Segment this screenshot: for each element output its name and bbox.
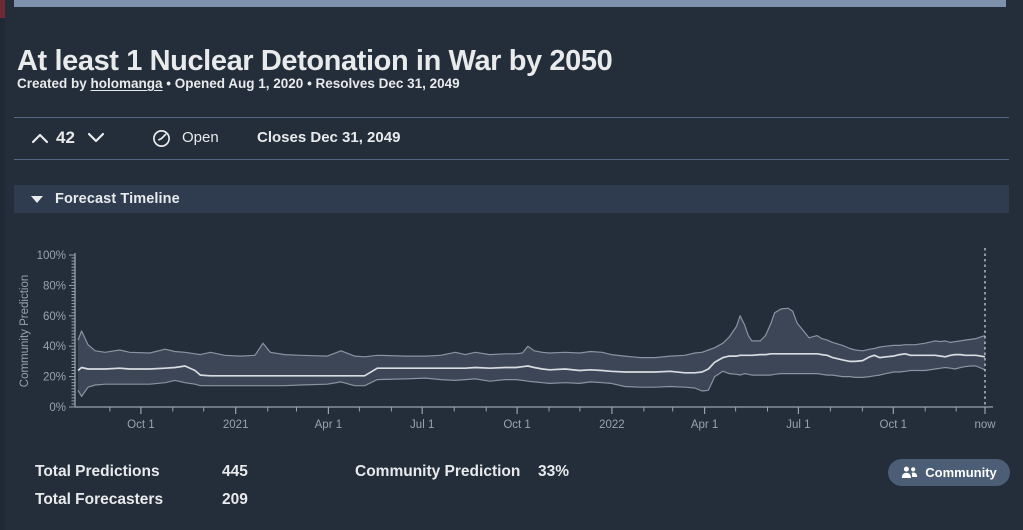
vote-up-button[interactable]: [29, 127, 51, 149]
window-left-edge: [0, 0, 5, 530]
status-badge: Open: [182, 129, 219, 146]
divider-bottom: [14, 159, 1009, 160]
corner-accent: [0, 0, 5, 18]
page-title: At least 1 Nuclear Detonation in War by …: [17, 45, 613, 78]
total-predictions-label: Total Predictions: [35, 463, 160, 480]
closes-date: Closes Dec 31, 2049: [257, 129, 401, 146]
svg-text:20%: 20%: [43, 372, 66, 384]
clock-icon: [153, 130, 170, 147]
svg-text:80%: 80%: [43, 280, 66, 292]
users-icon: [902, 466, 918, 478]
svg-text:Apr 1: Apr 1: [315, 419, 343, 431]
community-prediction-label: Community Prediction: [355, 463, 521, 480]
forecast-chart: 0% 20% 40% 60% 80% 100% Oct 1 2021 Apr 1 Jul 1 Oct…: [0, 238, 1023, 438]
author-link[interactable]: holomanga: [90, 76, 163, 91]
vote-score: 42: [56, 128, 75, 147]
triangle-down-icon: [31, 196, 43, 203]
svg-text:2022: 2022: [599, 419, 625, 431]
svg-text:Oct 1: Oct 1: [503, 419, 530, 431]
forecast-timeline-title: Forecast Timeline: [55, 191, 180, 207]
svg-text:0%: 0%: [49, 402, 66, 414]
svg-text:now: now: [974, 419, 996, 431]
ticker-row: 42 Open Closes Dec 31, 2049: [0, 118, 1023, 159]
svg-text:Apr 1: Apr 1: [691, 419, 719, 431]
svg-text:2021: 2021: [223, 419, 249, 431]
svg-text:Jul 1: Jul 1: [410, 419, 434, 431]
svg-text:60%: 60%: [43, 311, 66, 323]
total-predictions-value: 445: [222, 463, 248, 480]
byline: Created by holomanga • Opened Aug 1, 202…: [17, 76, 460, 91]
chevron-up-icon: [31, 133, 49, 144]
svg-text:40%: 40%: [43, 341, 66, 353]
svg-text:Jul 1: Jul 1: [786, 419, 810, 431]
byline-prefix: Created by: [17, 76, 91, 91]
chevron-down-icon: [87, 132, 105, 143]
svg-text:Community Prediction: Community Prediction: [19, 275, 31, 387]
svg-text:100%: 100%: [37, 250, 66, 262]
svg-text:Oct 1: Oct 1: [880, 419, 907, 431]
top-scroll-strip: [14, 0, 1006, 7]
forecast-timeline-header[interactable]: Forecast Timeline: [14, 185, 1009, 213]
byline-dates: • Opened Aug 1, 2020 • Resolves Dec 31, …: [162, 76, 460, 91]
total-forecasters-label: Total Forecasters: [35, 491, 164, 508]
community-prediction-chart: 0% 20% 40% 60% 80% 100% Oct 1 2021 Apr 1 Jul 1 Oct…: [19, 248, 996, 431]
vote-down-button[interactable]: [85, 127, 107, 149]
svg-text:Oct 1: Oct 1: [127, 419, 154, 431]
total-forecasters-value: 209: [222, 491, 248, 508]
community-prediction-value: 33%: [538, 463, 570, 480]
divider-top: [14, 117, 1009, 118]
community-button[interactable]: Community: [888, 459, 1010, 486]
community-button-label: Community: [925, 465, 997, 480]
